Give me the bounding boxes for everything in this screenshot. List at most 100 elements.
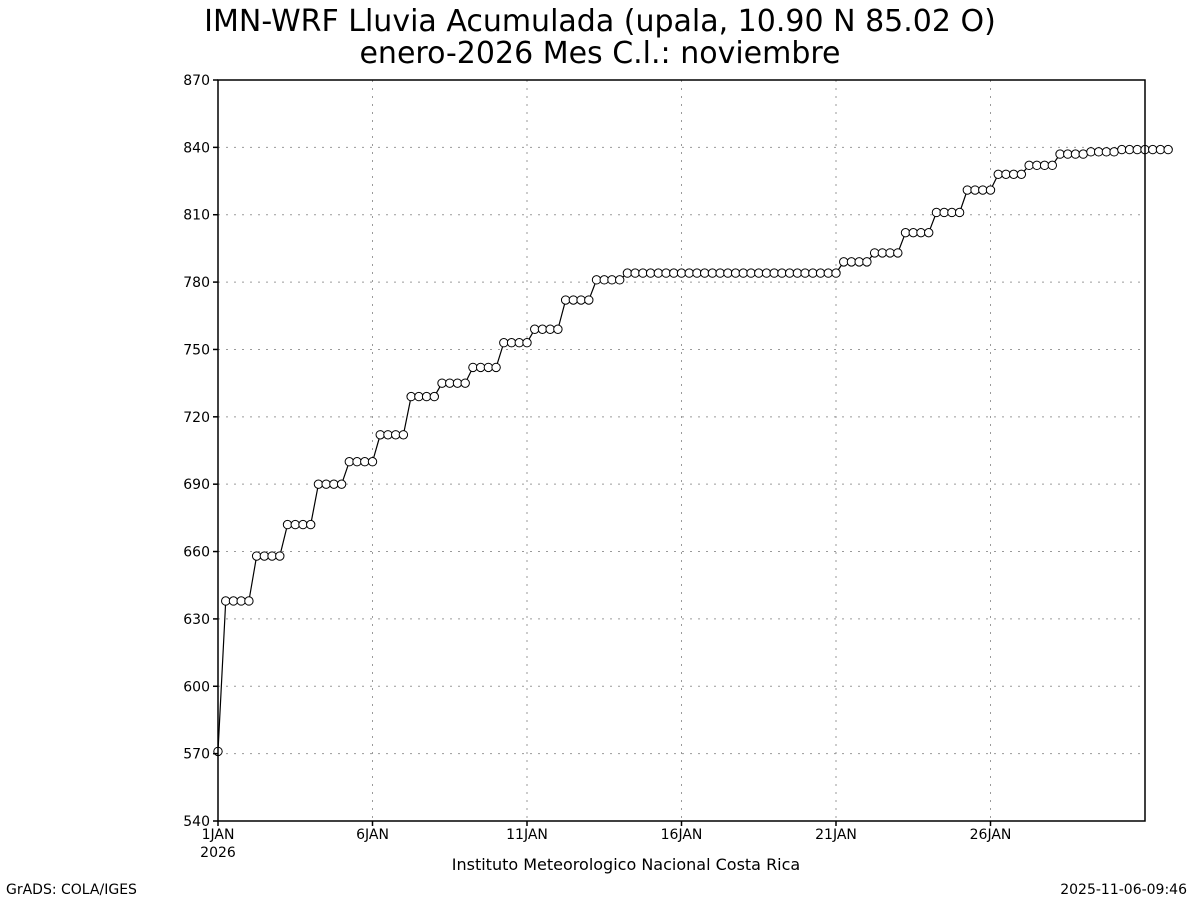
plot-frame bbox=[217, 79, 1146, 822]
data-point bbox=[352, 457, 362, 467]
data-point bbox=[707, 268, 718, 278]
data-point bbox=[375, 430, 385, 440]
data-point bbox=[669, 268, 679, 278]
data-point bbox=[877, 248, 888, 258]
data-point bbox=[221, 596, 231, 606]
data-point bbox=[599, 275, 609, 285]
data-point bbox=[615, 275, 625, 285]
data-point bbox=[653, 268, 664, 278]
data-point bbox=[1063, 149, 1073, 159]
data-point bbox=[1086, 147, 1096, 157]
x-tick-label: 21JAN bbox=[815, 827, 857, 843]
y-tick-label: 660 bbox=[183, 545, 210, 561]
data-point bbox=[367, 457, 378, 467]
data-point bbox=[1001, 169, 1011, 180]
data-point bbox=[1163, 144, 1173, 155]
data-point bbox=[1078, 149, 1088, 159]
data-point bbox=[483, 362, 494, 373]
data-point bbox=[1109, 147, 1119, 157]
data-point bbox=[993, 169, 1003, 180]
x-tick-label: 6JAN bbox=[356, 827, 389, 843]
data-point bbox=[947, 207, 957, 218]
data-point bbox=[584, 295, 594, 305]
data-point bbox=[491, 362, 501, 373]
data-point bbox=[475, 362, 486, 373]
data-point bbox=[862, 257, 872, 267]
data-point bbox=[1008, 169, 1019, 180]
data-point bbox=[568, 295, 579, 305]
data-point bbox=[251, 551, 262, 561]
x-axis-label: Instituto Meteorologico Nacional Costa R… bbox=[452, 855, 800, 874]
data-point bbox=[746, 268, 756, 278]
y-tick-label: 720 bbox=[183, 410, 210, 426]
data-point bbox=[236, 596, 246, 606]
data-point bbox=[715, 268, 725, 278]
y-tick-label: 780 bbox=[183, 275, 210, 291]
data-point bbox=[437, 378, 447, 388]
data-point bbox=[506, 338, 517, 348]
data-point bbox=[344, 457, 355, 467]
data-point bbox=[661, 268, 671, 278]
data-point bbox=[429, 391, 439, 402]
data-point bbox=[298, 519, 308, 530]
y-tick-label: 630 bbox=[183, 612, 210, 628]
data-point bbox=[823, 268, 833, 278]
data-point bbox=[769, 268, 779, 278]
data-point bbox=[360, 457, 370, 467]
data-point bbox=[499, 338, 509, 348]
data-point bbox=[1124, 144, 1135, 155]
y-tick-label: 540 bbox=[183, 814, 210, 830]
y-tick-label: 750 bbox=[183, 342, 210, 358]
data-point bbox=[692, 268, 702, 278]
data-point bbox=[244, 596, 254, 606]
data-point bbox=[282, 519, 293, 530]
data-point bbox=[445, 378, 455, 388]
data-point bbox=[607, 275, 617, 285]
data-point bbox=[978, 185, 988, 195]
data-point bbox=[962, 185, 973, 195]
data-point bbox=[931, 207, 942, 218]
data-point bbox=[869, 248, 880, 258]
data-point bbox=[460, 378, 470, 388]
data-point bbox=[383, 430, 393, 440]
data-point bbox=[738, 268, 748, 278]
data-point bbox=[1070, 149, 1081, 159]
data-point bbox=[313, 479, 324, 489]
x-tick-label: 16JAN bbox=[661, 827, 703, 843]
footer-timestamp: 2025-11-06-09:46 bbox=[1060, 882, 1187, 898]
data-point bbox=[1039, 160, 1050, 171]
data-point bbox=[290, 519, 300, 530]
data-point bbox=[530, 324, 540, 334]
data-point bbox=[754, 268, 764, 278]
data-point bbox=[406, 391, 416, 402]
data-point bbox=[452, 378, 463, 388]
data-point bbox=[329, 479, 339, 489]
data-point bbox=[638, 268, 648, 278]
data-point bbox=[553, 324, 563, 334]
x-tick-label: 1JAN bbox=[202, 827, 235, 843]
x-tick-label: 26JAN bbox=[970, 827, 1012, 843]
y-tick-label: 840 bbox=[183, 140, 210, 156]
data-point bbox=[908, 227, 918, 238]
data-point bbox=[259, 551, 270, 561]
axes: 540 570 600 630 660 690 720 750 780 810 840 870 1JAN… bbox=[183, 73, 1011, 861]
data-point bbox=[730, 268, 741, 278]
data-point bbox=[784, 268, 795, 278]
data-point bbox=[390, 430, 401, 440]
data-point bbox=[306, 519, 316, 530]
data-point bbox=[1155, 144, 1166, 155]
data-point bbox=[1101, 147, 1112, 157]
series-line bbox=[217, 149, 1169, 752]
data-point bbox=[846, 257, 857, 267]
data-point bbox=[792, 268, 803, 278]
data-point bbox=[622, 268, 633, 278]
data-point bbox=[514, 338, 524, 348]
data-point bbox=[985, 185, 996, 195]
data-point bbox=[924, 227, 934, 238]
data-point bbox=[839, 257, 849, 267]
data-point bbox=[1032, 160, 1042, 171]
data-point bbox=[723, 268, 733, 278]
data-point bbox=[321, 479, 331, 489]
data-point bbox=[800, 268, 810, 278]
y-tick-label: 810 bbox=[183, 208, 210, 224]
